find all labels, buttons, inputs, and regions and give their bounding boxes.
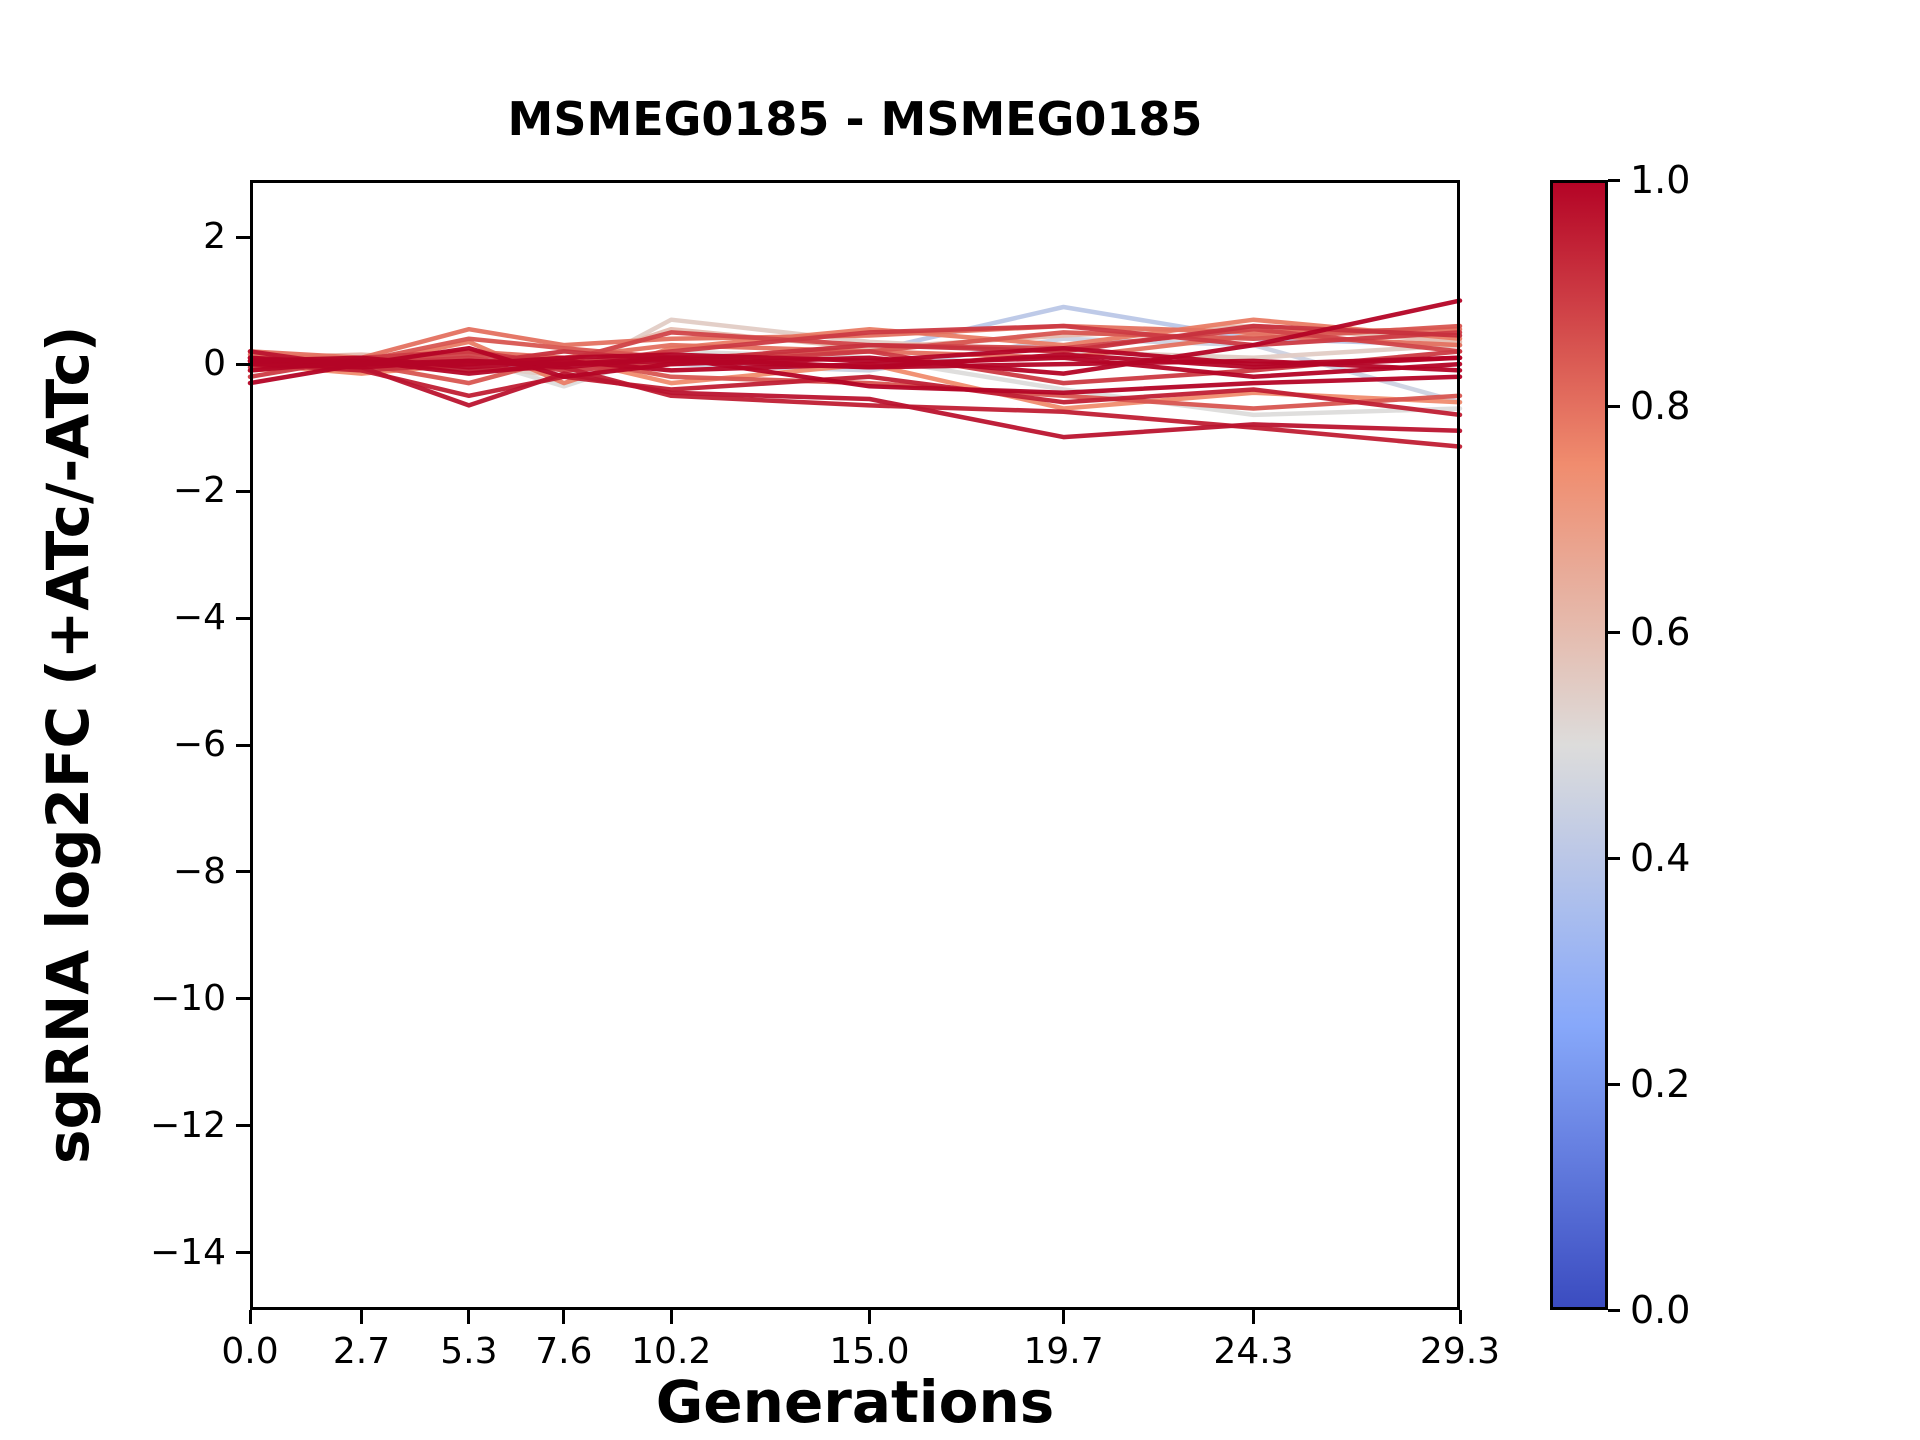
x-tick-mark xyxy=(562,1310,566,1324)
colorbar-tick-mark xyxy=(1608,404,1620,408)
x-tick-label: 7.6 xyxy=(535,1331,593,1372)
colorbar-tick-mark xyxy=(1608,1082,1620,1086)
x-tick-mark xyxy=(360,1310,363,1324)
sgRNA-line xyxy=(247,345,1463,367)
x-tick-label: 10.2 xyxy=(631,1331,712,1372)
x-tick-label: 2.7 xyxy=(332,1331,391,1372)
x-tick-mark xyxy=(1458,1310,1462,1324)
x-tick-mark xyxy=(467,1310,471,1324)
x-tick-label: 29.3 xyxy=(1419,1331,1501,1372)
colorbar-tick-mark xyxy=(1608,178,1620,182)
x-tick-mark xyxy=(867,1310,871,1324)
y-tick-label: −10 xyxy=(150,977,226,1019)
y-tick-label: −14 xyxy=(150,1231,226,1273)
sgRNA-line xyxy=(247,349,1463,440)
y-tick-mark xyxy=(236,1251,250,1255)
x-tick-label: 0.0 xyxy=(221,1331,279,1372)
y-tick-mark xyxy=(236,489,250,493)
chart-title: MSMEG0185 - MSMEG0185 xyxy=(507,92,1203,146)
x-axis-label: Generations xyxy=(655,1368,1055,1436)
y-tick-label: −2 xyxy=(172,470,226,512)
sgRNA-line xyxy=(247,323,1463,361)
colorbar-tick-mark xyxy=(1608,856,1620,860)
x-tick-mark xyxy=(669,1310,673,1324)
colorbar-tick-mark xyxy=(1608,630,1620,634)
y-tick-label: −6 xyxy=(172,724,226,765)
colorbar-tick-label: 0.0 xyxy=(1630,1288,1691,1332)
colorbar-tick-label: 0.4 xyxy=(1630,836,1691,880)
y-tick-mark xyxy=(236,1124,250,1128)
colorbar-tick-label: 1.0 xyxy=(1630,158,1691,202)
x-tick-label: 19.7 xyxy=(1023,1331,1104,1372)
y-tick-mark xyxy=(236,743,250,747)
colorbar-tick-label: 0.2 xyxy=(1630,1062,1691,1106)
y-tick-label: 2 xyxy=(203,216,226,258)
sgRNA-line xyxy=(247,323,1463,380)
sgRNA-line xyxy=(247,355,1463,380)
y-tick-mark xyxy=(236,362,250,366)
y-tick-label: 0 xyxy=(203,343,226,385)
y-tick-mark xyxy=(236,997,250,1001)
y-tick-label: −4 xyxy=(172,597,226,639)
x-tick-mark xyxy=(1062,1310,1066,1324)
y-tick-label: −8 xyxy=(172,850,226,892)
colorbar-tick-label: 0.8 xyxy=(1630,384,1691,428)
y-tick-mark xyxy=(236,235,250,239)
x-tick-mark xyxy=(248,1310,252,1324)
colorbar-tick-mark xyxy=(1608,1308,1620,1312)
x-tick-label: 15.0 xyxy=(829,1331,910,1372)
y-tick-mark xyxy=(236,870,250,874)
x-tick-label: 5.3 xyxy=(440,1331,498,1372)
y-tick-mark xyxy=(236,616,250,620)
colorbar xyxy=(1550,180,1608,1310)
x-tick-label: 24.3 xyxy=(1213,1331,1294,1372)
x-tick-mark xyxy=(1252,1310,1255,1324)
y-tick-label: −12 xyxy=(150,1104,226,1146)
colorbar-tick-label: 0.6 xyxy=(1630,610,1691,654)
